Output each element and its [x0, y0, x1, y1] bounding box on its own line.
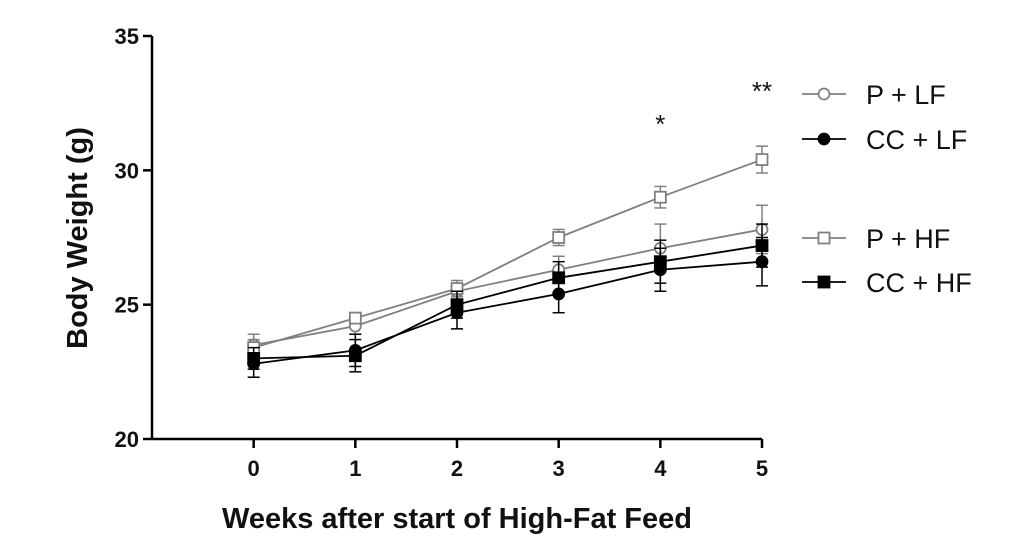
series-1	[247, 204, 769, 357]
x-axis-title: Weeks after start of High-Fat Feed	[222, 503, 692, 535]
legend-marker	[817, 231, 831, 245]
y-tick-label: 35	[115, 24, 139, 49]
legend-item: CC + HF	[802, 268, 972, 298]
x-tick-label: 5	[756, 456, 768, 481]
y-axis-title: Body Weight (g)	[62, 127, 94, 349]
series-line	[253, 260, 763, 365]
legend-item: CC + LF	[802, 125, 967, 155]
x-ticks: 0 1 2 3 4 5	[248, 439, 768, 481]
legend-marker	[817, 87, 831, 101]
annotations: ***	[655, 76, 772, 139]
data-point	[450, 298, 464, 312]
data-point	[247, 351, 261, 365]
axes: 20 25 30 35 0 1 2 3 4 5	[115, 24, 769, 481]
data-point	[552, 271, 566, 285]
legend-label: P + LF	[866, 80, 946, 110]
data-point	[552, 231, 566, 244]
data-point	[755, 239, 769, 252]
data-point	[755, 153, 769, 166]
y-ticks: 20 25 30 35	[115, 24, 152, 452]
series-line	[253, 228, 763, 346]
legend-item: P + LF	[802, 80, 946, 110]
legend: P + LF CC + LF P + HF CC + HF	[802, 80, 972, 298]
series-line	[253, 158, 763, 349]
series-3	[247, 145, 769, 357]
x-tick-label: 4	[654, 456, 667, 481]
x-tick-label: 0	[248, 456, 260, 481]
legend-marker	[817, 132, 831, 146]
y-tick-label: 30	[115, 158, 139, 183]
legend-label: CC + LF	[866, 125, 967, 155]
x-tick-label: 2	[451, 456, 463, 481]
significance-marker: *	[655, 109, 665, 139]
legend-item: P + HF	[802, 224, 950, 254]
legend-label: P + HF	[866, 224, 950, 254]
series-line	[253, 244, 763, 360]
legend-label: CC + HF	[866, 268, 972, 298]
data-point	[653, 190, 667, 204]
x-tick-label: 3	[553, 456, 565, 481]
plot-area	[247, 145, 769, 378]
y-tick-label: 20	[115, 427, 139, 452]
x-tick-label: 1	[349, 456, 361, 481]
data-point	[348, 349, 362, 363]
significance-marker: **	[752, 76, 772, 106]
data-point	[653, 255, 667, 269]
y-tick-label: 25	[115, 293, 139, 318]
data-point	[348, 311, 362, 325]
legend-marker	[817, 275, 831, 289]
series-4	[247, 223, 769, 373]
